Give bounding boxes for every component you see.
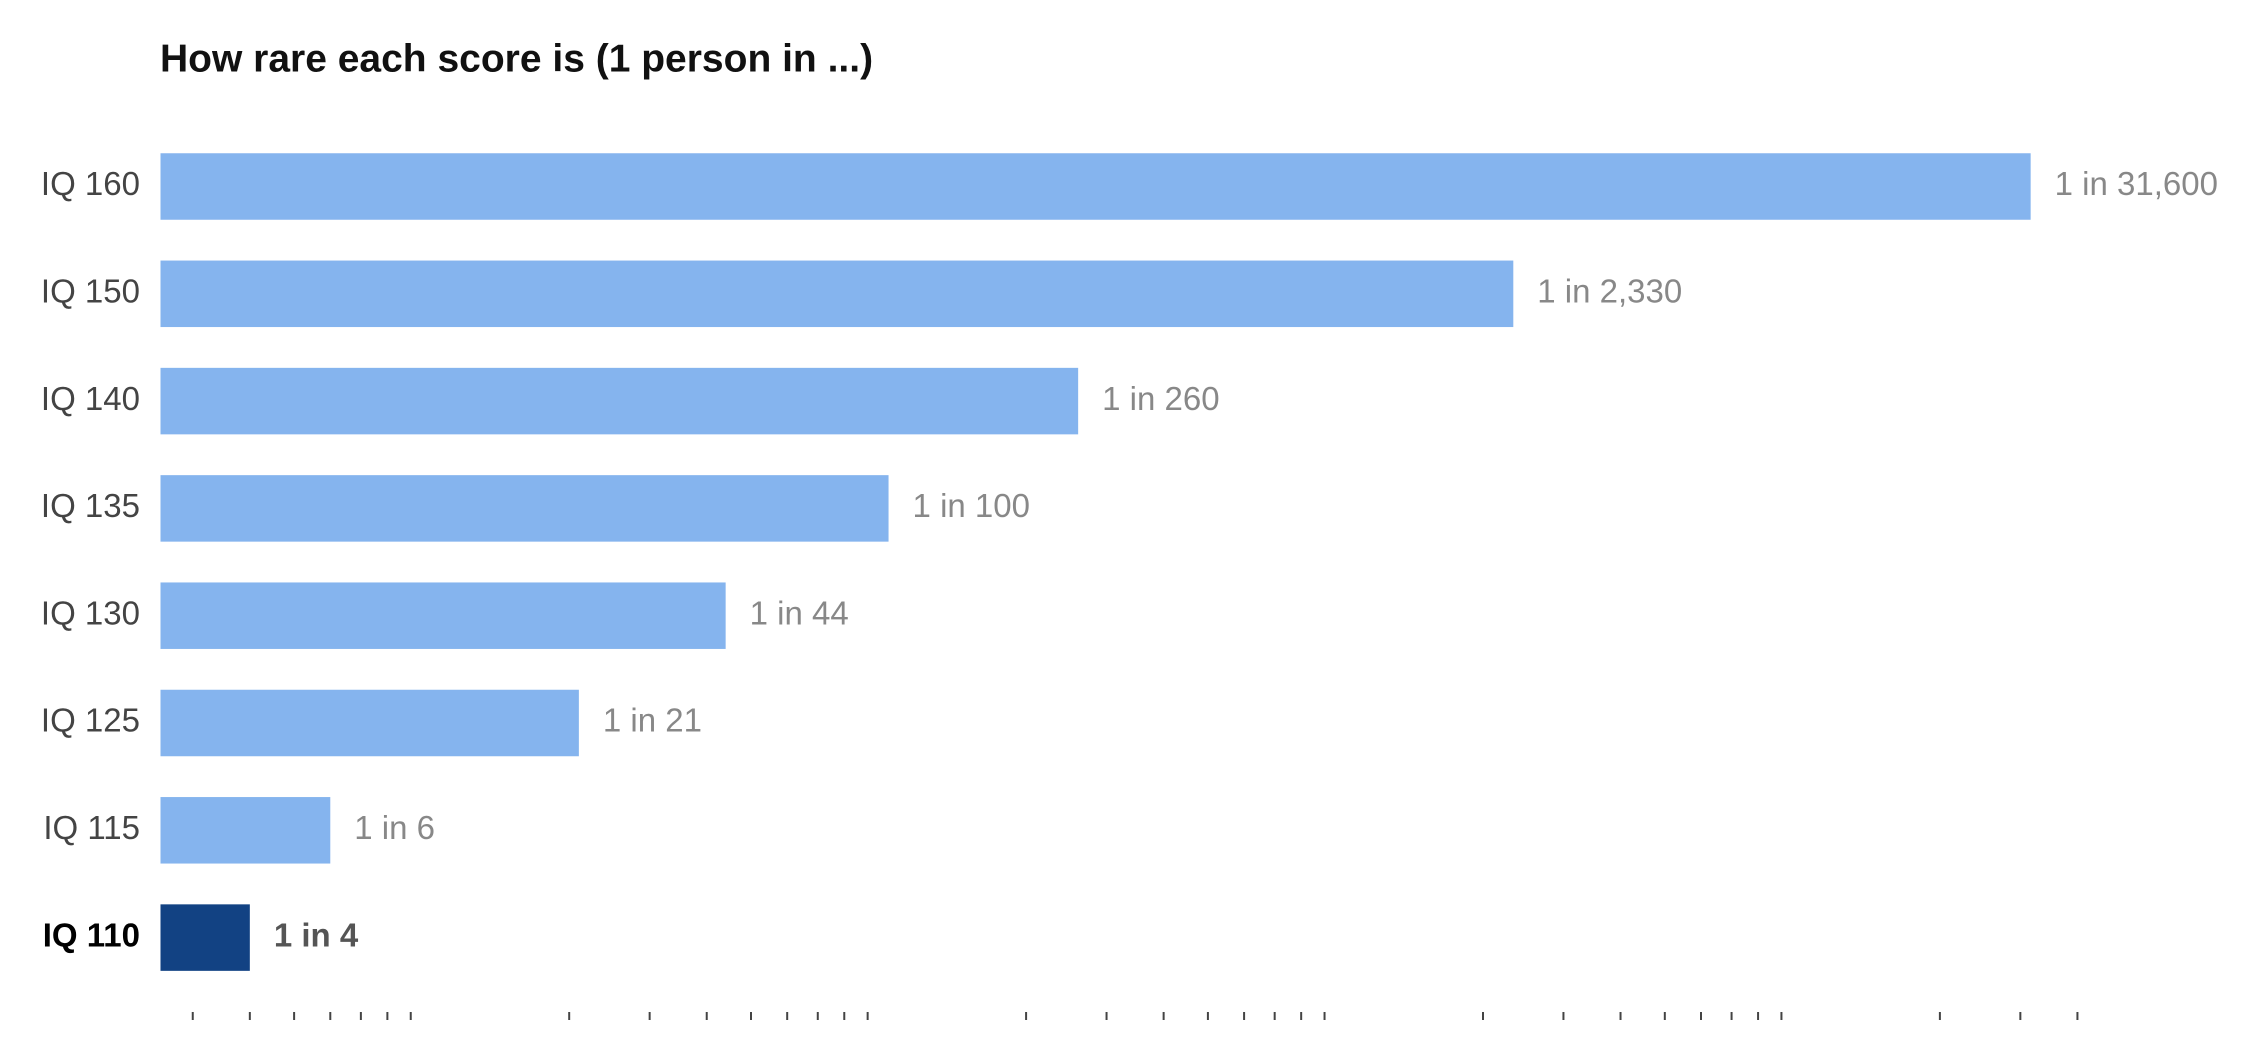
- bar: [160, 582, 726, 649]
- bar: [160, 367, 1079, 435]
- bar: [160, 475, 889, 542]
- value-label: 1 in 31,600: [2055, 165, 2218, 202]
- value-label: 1 in 260: [1102, 380, 1219, 417]
- bar: [160, 153, 2031, 220]
- bar: [160, 689, 579, 757]
- category-label: IQ 150: [41, 273, 140, 310]
- category-label: IQ 135: [41, 487, 140, 524]
- value-label: 1 in 100: [913, 487, 1030, 524]
- value-label: 1 in 4: [274, 916, 359, 953]
- value-label: 1 in 6: [354, 809, 435, 846]
- value-label: 1 in 2,330: [1537, 273, 1682, 310]
- value-label: 1 in 44: [750, 594, 849, 631]
- category-label: IQ 140: [41, 380, 140, 417]
- category-label: IQ 115: [43, 809, 140, 846]
- chart-title: How rare each score is (1 person in ...): [160, 37, 873, 80]
- category-label: IQ 110: [43, 916, 140, 953]
- bar: [160, 797, 331, 864]
- bar: [160, 904, 250, 971]
- bar: [160, 260, 1514, 328]
- category-label: IQ 160: [41, 165, 140, 202]
- category-label: IQ 130: [41, 594, 140, 631]
- value-label: 1 in 21: [603, 702, 702, 739]
- category-label: IQ 125: [41, 702, 140, 739]
